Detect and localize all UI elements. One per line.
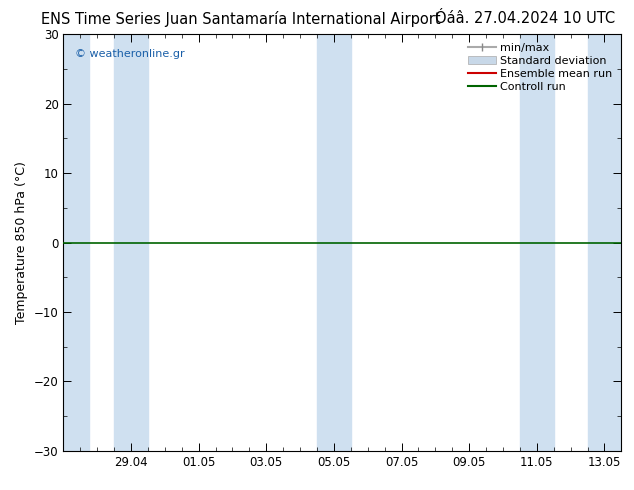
Bar xyxy=(520,34,553,451)
Bar xyxy=(317,34,351,451)
Text: ENS Time Series Juan Santamaría International Airport: ENS Time Series Juan Santamaría Internat… xyxy=(41,11,441,27)
Y-axis label: Temperature 850 hPa (°C): Temperature 850 hPa (°C) xyxy=(15,161,29,324)
Text: Óáâ. 27.04.2024 10 UTC: Óáâ. 27.04.2024 10 UTC xyxy=(435,11,615,26)
Text: © weatheronline.gr: © weatheronline.gr xyxy=(75,49,184,59)
Bar xyxy=(114,34,148,451)
Bar xyxy=(588,34,621,451)
Bar xyxy=(63,34,89,451)
Legend: min/max, Standard deviation, Ensemble mean run, Controll run: min/max, Standard deviation, Ensemble me… xyxy=(465,40,616,95)
